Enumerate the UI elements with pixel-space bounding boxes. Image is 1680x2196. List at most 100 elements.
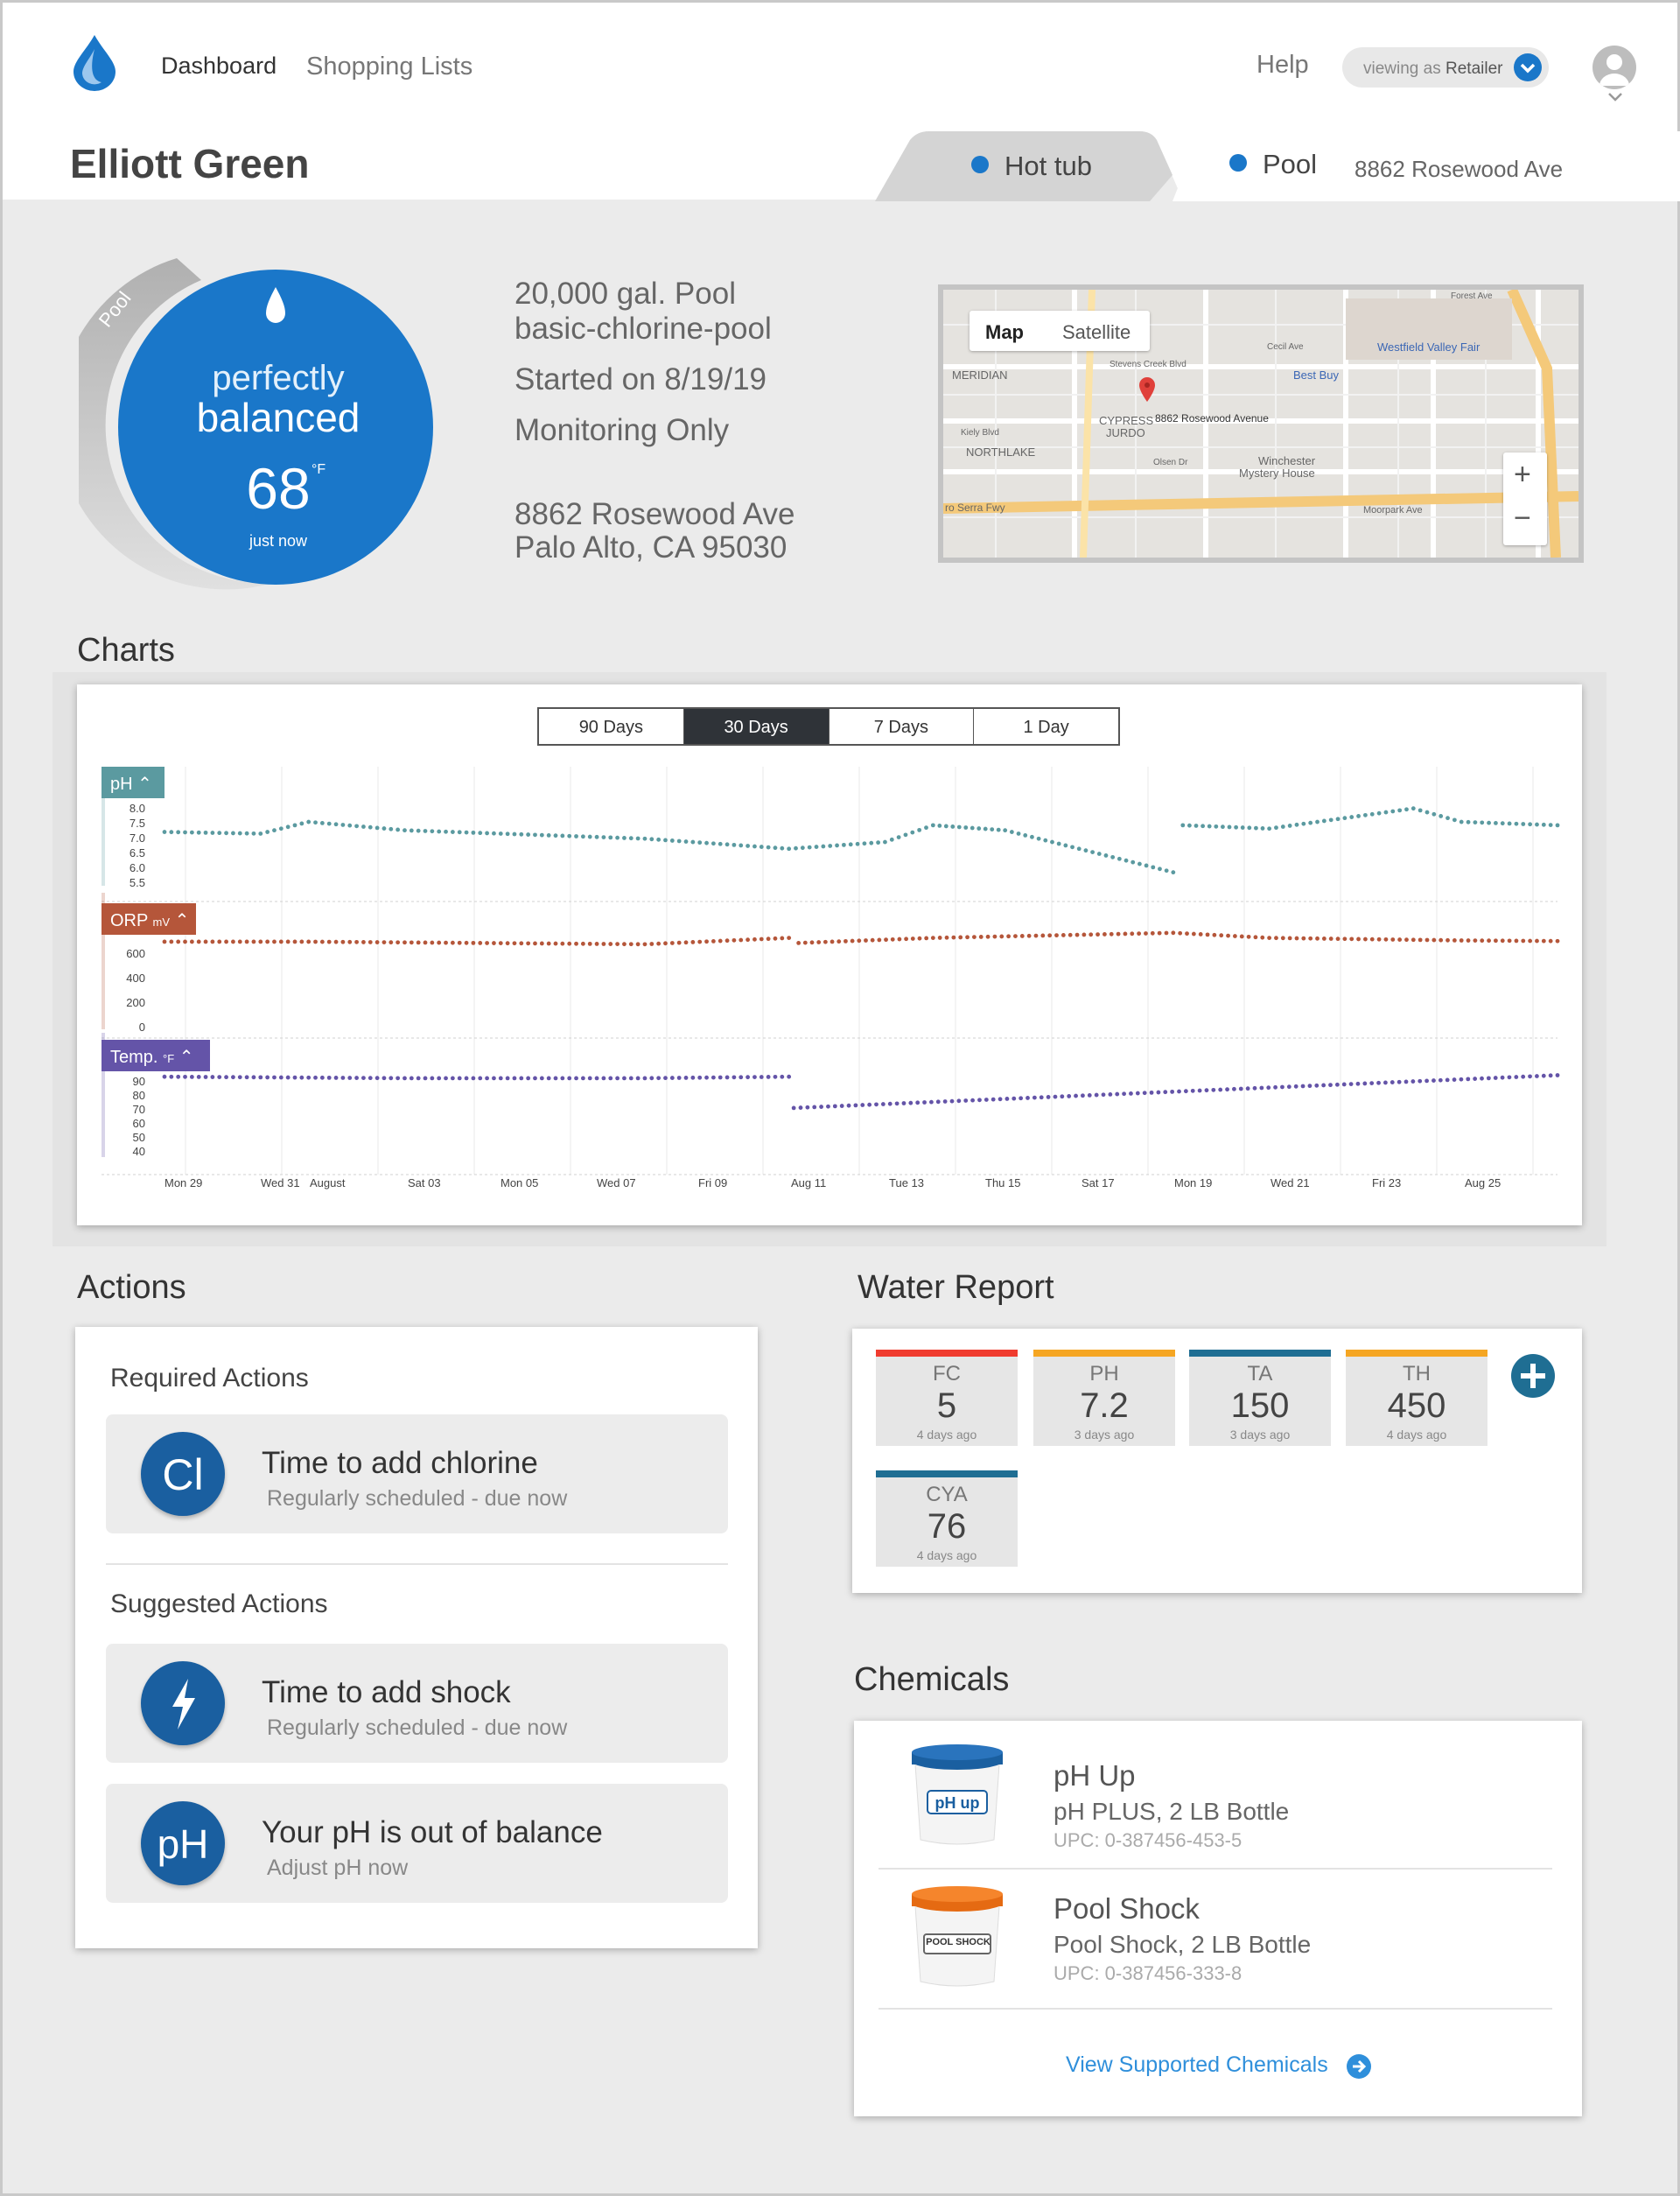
ph-chart-tag[interactable]: pH ⌃ (102, 767, 164, 798)
chart-data-point (1287, 824, 1292, 828)
map-pin-icon[interactable] (1139, 377, 1155, 402)
temp-chart-title: Temp. (110, 1048, 158, 1067)
chart-data-point (292, 939, 298, 944)
chart-data-point (258, 939, 263, 944)
x-axis-tick: Wed 07 (597, 1176, 636, 1189)
chart-data-point (1383, 937, 1389, 942)
location-map[interactable]: MERIDIAN CYPRESS JURDO NORTHLAKE Westfie… (938, 284, 1584, 563)
ph-up-bucket-icon (912, 1744, 1003, 1845)
chart-data-point (196, 830, 201, 835)
chart-data-point (1459, 1077, 1464, 1082)
chart-data-point (1238, 1086, 1243, 1091)
reading-fc[interactable]: FC 5 4 days ago (876, 1350, 1018, 1446)
chart-data-point (930, 823, 935, 828)
chart-data-point (1396, 1079, 1402, 1084)
action-balance-ph[interactable]: pH Your pH is out of balance Adjust pH n… (106, 1784, 728, 1903)
chart-data-point (802, 940, 808, 945)
satellite-button[interactable]: Satellite (1062, 321, 1131, 343)
nav-dashboard-link[interactable]: Dashboard (161, 53, 277, 79)
map-label-kiely: Kiely Blvd (961, 428, 999, 438)
chart-data-point (526, 941, 531, 946)
orp-chart-tag[interactable]: ORP mV ⌃ (102, 903, 196, 935)
chart-data-point (1404, 937, 1409, 943)
chart-data-point (1063, 843, 1068, 848)
chart-data-point (1308, 820, 1313, 825)
arrow-right-circle-icon[interactable] (1346, 2053, 1372, 2080)
range-30-days[interactable]: 30 Days (683, 709, 830, 744)
chart-data-point (560, 833, 565, 838)
chart-data-point (374, 1076, 380, 1081)
x-axis-tick: Sat 03 (408, 1176, 441, 1189)
chart-data-point (1094, 1092, 1099, 1098)
help-link[interactable]: Help (1256, 51, 1309, 79)
chart-data-point (746, 844, 751, 848)
map-label-moorpark: Moorpark Ave (1363, 505, 1423, 516)
add-reading-plus-icon[interactable] (1510, 1353, 1556, 1399)
chart-data-point (683, 839, 689, 844)
chart-data-point (1541, 822, 1546, 827)
chart-data-point (999, 934, 1004, 939)
action-add-chlorine[interactable]: Cl Time to add chlorine Regularly schedu… (106, 1414, 728, 1533)
chart-data-point (189, 1074, 194, 1079)
chart-data-point (594, 1076, 599, 1081)
chart-data-point (628, 1076, 634, 1081)
zoom-in-button[interactable]: + (1514, 458, 1531, 491)
nav-shopping-lists-link[interactable]: Shopping Lists (306, 53, 473, 81)
map-label-cypress: CYPRESS (1099, 414, 1154, 427)
chart-data-point (1362, 1081, 1368, 1086)
chart-data-point (1445, 1077, 1450, 1083)
view-supported-chemicals-link[interactable]: View Supported Chemicals (1066, 2052, 1328, 2077)
range-90-days[interactable]: 90 Days (539, 709, 684, 744)
chemical-name[interactable]: Pool Shock (1054, 1892, 1200, 1925)
chart-data-point (217, 831, 222, 836)
chart-data-point (903, 832, 908, 838)
temp-chart-tag[interactable]: Temp. °F ⌃ (102, 1040, 210, 1071)
chart-data-point (1040, 933, 1046, 938)
chart-data-point (1432, 811, 1437, 817)
chart-data-point (896, 835, 901, 839)
range-7-days[interactable]: 7 Days (830, 709, 975, 744)
reading-cya[interactable]: CYA 76 4 days ago (876, 1470, 1018, 1567)
chart-data-point (1039, 1095, 1044, 1100)
chart-data-point (1103, 853, 1109, 858)
chart-data-point (990, 1097, 996, 1102)
map-button[interactable]: Map (985, 321, 1024, 343)
water-drop-logo-icon[interactable] (70, 33, 119, 93)
chart-data-point (1418, 808, 1423, 813)
action-add-shock[interactable]: Time to add shock Regularly scheduled - … (106, 1644, 728, 1763)
chart-data-point (183, 830, 187, 835)
reading-ph[interactable]: PH 7.2 3 days ago (1033, 1350, 1175, 1446)
tab-hot-tub[interactable]: Hot tub (971, 151, 1092, 182)
chart-data-point (1164, 930, 1169, 936)
chart-data-point (944, 935, 949, 940)
avatar-caret-icon[interactable] (1606, 91, 1624, 103)
tab-pool[interactable]: Pool (1229, 149, 1317, 180)
chart-data-point (1074, 932, 1080, 937)
chart-data-point (471, 830, 476, 835)
zoom-out-button[interactable]: − (1514, 502, 1531, 535)
range-1-day[interactable]: 1 Day (1023, 718, 1069, 737)
chart-data-point (347, 823, 353, 828)
chart-data-point (1178, 930, 1183, 936)
reading-ta[interactable]: TA 150 3 days ago (1189, 1350, 1331, 1446)
viewing-as-dropdown[interactable]: viewing as Retailer (1342, 47, 1549, 88)
chart-data-point (822, 939, 828, 944)
chart-data-point (894, 1101, 900, 1106)
viewing-as-prefix: viewing as (1363, 60, 1441, 78)
chemical-name[interactable]: pH Up (1054, 1759, 1136, 1792)
x-axis-tick: Wed 21 (1270, 1176, 1310, 1189)
chart-data-point (1004, 1097, 1010, 1101)
chart-data-point (877, 937, 882, 943)
chevron-down-icon[interactable] (1514, 53, 1542, 81)
chart-data-point (196, 939, 201, 944)
chart-data-point (388, 826, 394, 831)
map-pin-label: 8862 Rosewood Avenue (1155, 412, 1269, 424)
user-avatar-icon[interactable] (1592, 46, 1636, 89)
chart-data-point (710, 841, 716, 846)
chart-data-point (1252, 1085, 1257, 1091)
chart-data-point (738, 843, 744, 848)
chart-data-point (628, 942, 634, 947)
chart-data-point (718, 841, 723, 846)
chart-data-point (457, 830, 462, 835)
reading-th[interactable]: TH 450 4 days ago (1346, 1350, 1488, 1446)
